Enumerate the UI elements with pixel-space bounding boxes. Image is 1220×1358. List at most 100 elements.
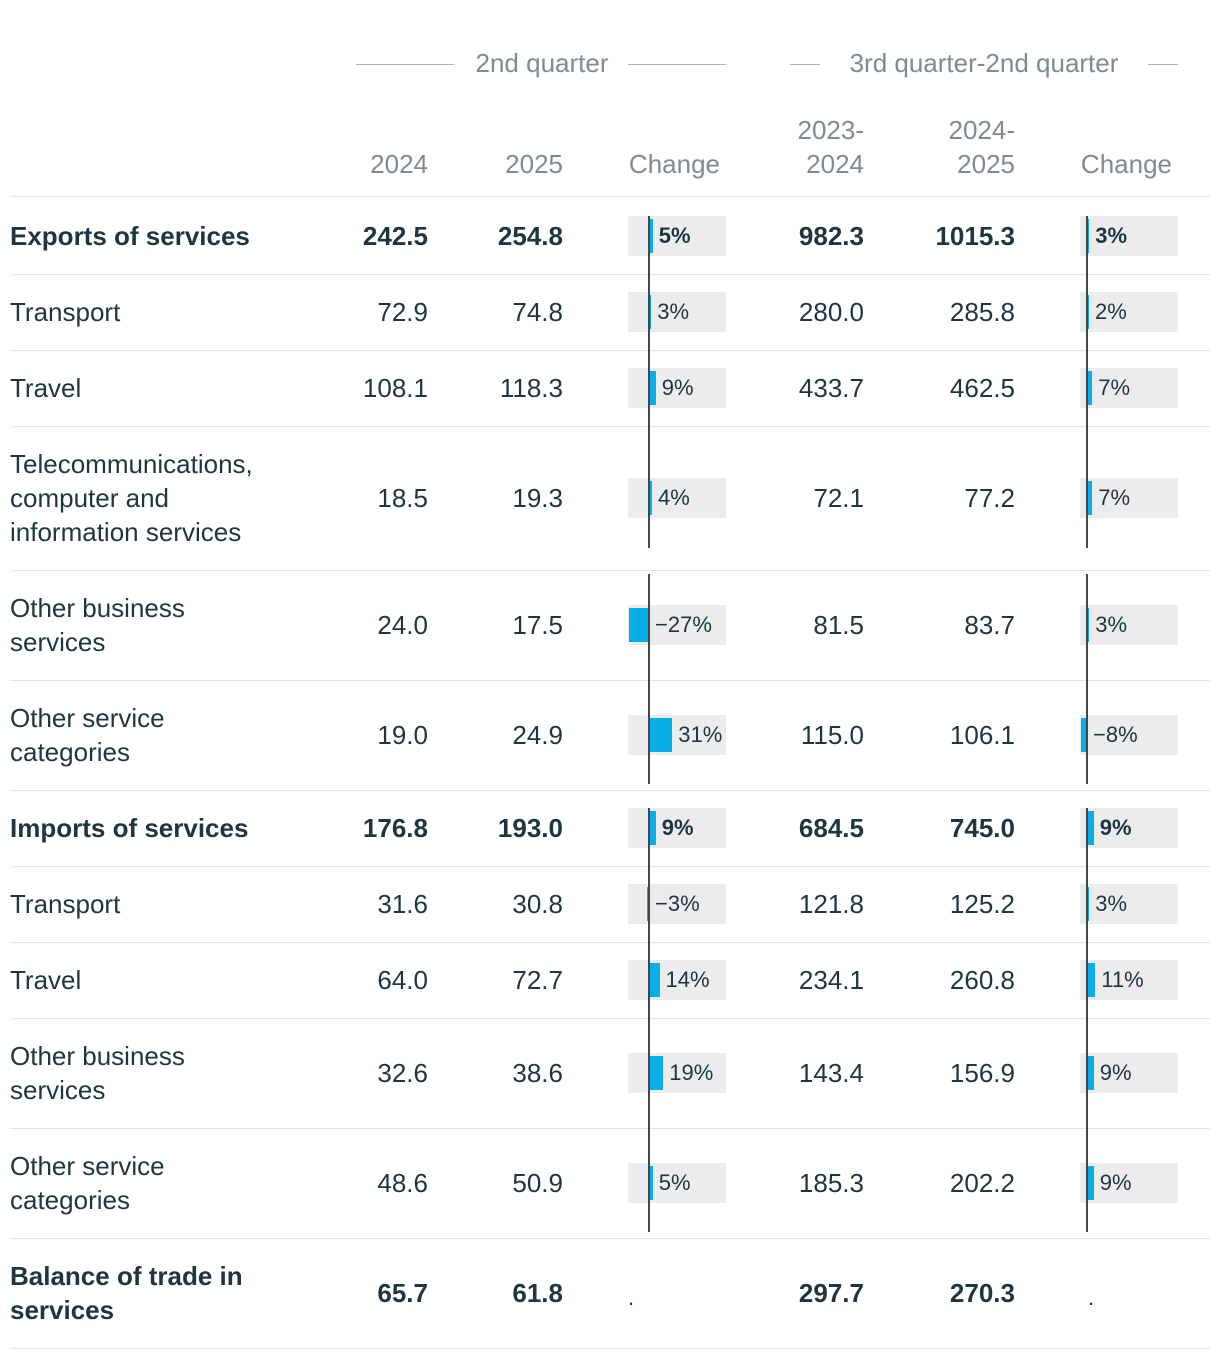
cell-q2024: 176.8 [362, 813, 428, 843]
cell-p2425: 83.7 [964, 610, 1015, 640]
cell-p2324: 72.1 [813, 483, 864, 513]
table-row: Other service categories 48.6 50.9 185.3 202.… [10, 1128, 1210, 1239]
table-row: Other business services 24.0 17.5 81.5 83.7 [10, 570, 1210, 681]
change-bar-track [628, 715, 726, 755]
change-value: 9% [1099, 1170, 1132, 1195]
change-value: 4% [658, 485, 690, 510]
change-cell-q_change: 31% [628, 715, 726, 755]
change-value: −8% [1093, 722, 1138, 747]
change-cell-p_change: 9% [1080, 808, 1178, 848]
cell-p2425: 106.1 [949, 720, 1015, 750]
zero-axis-q-exports [648, 216, 650, 548]
cell-q2024: 242.5 [362, 221, 428, 251]
change-cell-q_change: −27% [628, 605, 726, 645]
col-header-q2024: 2024 [370, 149, 428, 179]
change-value: 14% [665, 967, 710, 992]
cell-q2025: 38.6 [512, 1058, 563, 1088]
row-label: Other service categories [10, 1151, 165, 1215]
cell-p2324: 297.7 [798, 1278, 864, 1308]
change-cell-q_change: 5% [628, 1163, 726, 1203]
change-bar [1087, 1056, 1094, 1090]
zero-axis-p-exports [1086, 216, 1088, 548]
change-bar [649, 295, 652, 329]
change-value: 7% [1098, 375, 1131, 400]
cell-p2324: 234.1 [798, 965, 864, 995]
col-header-q2025: 2025 [505, 149, 563, 179]
cell-p2324: 280.0 [798, 297, 864, 327]
change-bar [646, 887, 649, 921]
row-label: Transport [10, 297, 121, 327]
change-cell-p_change: 7% [1080, 478, 1178, 518]
table-row: Travel 108.1 118.3 433.7 462.5 [10, 350, 1210, 427]
cell-q2024: 24.0 [377, 610, 428, 640]
change-value: 9% [1099, 1060, 1132, 1085]
change-cell-p_change: −8% [1080, 715, 1178, 755]
change-bar [1081, 718, 1087, 752]
change-value: 5% [658, 1170, 691, 1195]
change-cell-p_change: 9% [1080, 1163, 1178, 1203]
group-header-2nd-quarter: 2nd quarter [475, 48, 609, 78]
cell-q2025: 24.9 [512, 720, 563, 750]
cell-p2425: 202.2 [949, 1168, 1015, 1198]
change-bar [1087, 608, 1090, 642]
zero-axis-q-exports [648, 574, 650, 784]
change-cell-q_change: 5% [628, 216, 726, 256]
change-cell-q_change: 3% [628, 292, 726, 332]
table-row: Telecommunications, computer and informati… [10, 426, 1210, 571]
cell-q2024: 48.6 [377, 1168, 428, 1198]
cell-q2025: 74.8 [512, 297, 563, 327]
change-bar [649, 371, 656, 405]
cell-p2425: 745.0 [949, 813, 1015, 843]
change-value: 9% [661, 815, 694, 840]
change-bar-track [1080, 292, 1178, 332]
change-bar-track [628, 884, 726, 924]
change-empty-q_change: . [628, 1285, 635, 1310]
change-bar [1087, 371, 1093, 405]
col-header-q-change: Change [628, 149, 720, 179]
col-header-p-change: Change [1080, 149, 1172, 179]
change-bar-track [1080, 715, 1178, 755]
table-row: Imports of services 176.8 193.0 684.5 745.0 [10, 790, 1210, 867]
change-cell-p_change: 3% [1080, 216, 1178, 256]
table-row: Other business services 32.6 38.6 143.4 156.9 [10, 1018, 1210, 1129]
cell-p2425: 77.2 [964, 483, 1015, 513]
group-rule-right [1148, 64, 1178, 65]
table-row: Transport 72.9 74.8 280.0 285.8 [10, 274, 1210, 351]
group-rule-left [628, 64, 726, 65]
cell-q2024: 65.7 [377, 1278, 428, 1308]
change-cell-q_change: −3% [628, 884, 726, 924]
col-header-p2425-line2: 2025 [957, 149, 1015, 179]
change-cell-p_change: 9% [1080, 1053, 1178, 1093]
change-bar [628, 608, 649, 642]
row-label: Telecommunications, computer and informati… [10, 449, 253, 547]
cell-q2025: 118.3 [499, 373, 563, 403]
col-header-p2324: 2023- 2024 [744, 113, 865, 181]
change-bar [649, 481, 652, 515]
cell-p2324: 982.3 [798, 221, 864, 251]
cell-p2324: 115.0 [800, 720, 864, 750]
change-cell-p_change: 3% [1080, 884, 1178, 924]
col-header-p2425-line1: 2024- [948, 115, 1016, 145]
change-bar-track [628, 1053, 726, 1093]
cell-q2025: 30.8 [512, 889, 563, 919]
table-row: Travel 64.0 72.7 234.1 260.8 [10, 942, 1210, 1019]
zero-axis-q-imports [648, 808, 650, 1232]
group-header-3rd-2nd-quarter: 3rd quarter-2nd quarter [849, 48, 1119, 78]
change-value: 19% [669, 1060, 714, 1085]
change-bar [1087, 1166, 1094, 1200]
cell-q2024: 64.0 [377, 965, 428, 995]
change-bar [1087, 811, 1094, 845]
cell-p2425: 156.9 [949, 1058, 1015, 1088]
cell-p2324: 433.7 [798, 373, 864, 403]
change-cell-q_change: 14% [628, 960, 726, 1000]
cell-p2425: 1015.3 [935, 221, 1015, 251]
row-label: Transport [10, 889, 121, 919]
change-bar-track [1080, 960, 1178, 1000]
change-value: 3% [1095, 891, 1128, 916]
row-label: Balance of trade in services [10, 1261, 243, 1325]
change-value: 11% [1101, 967, 1144, 992]
row-label: Exports of services [10, 221, 250, 251]
change-bar-track [1080, 808, 1178, 848]
table-row: Other service categories 19.0 24.9 115.0 106.… [10, 680, 1210, 791]
change-bar-track [628, 292, 726, 332]
